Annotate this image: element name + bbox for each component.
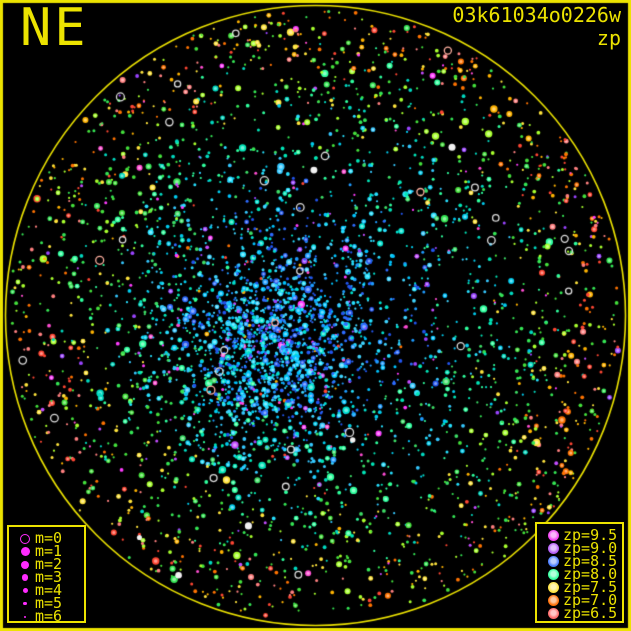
magnitude-open-circle-icon bbox=[20, 533, 30, 544]
m-legend-row: m=1 bbox=[15, 541, 78, 561]
m-legend-row: m=4 bbox=[15, 580, 78, 600]
magnitude-legend: m=0 m=1 m=2 m=3 m=4 m=5 m=6 bbox=[7, 525, 86, 626]
zp-symbol-cell bbox=[543, 595, 563, 606]
zp-legend-row: zp=9.5 bbox=[543, 525, 618, 545]
zp-color-dot-icon bbox=[547, 582, 559, 593]
magnitude-symbol-cell bbox=[15, 615, 35, 618]
zp-legend-row: zp=8.0 bbox=[543, 564, 618, 584]
m-legend-row: m=0 bbox=[15, 528, 78, 548]
magnitude-symbol-cell bbox=[15, 574, 35, 581]
zp-legend-label: zp=7.0 bbox=[563, 590, 618, 610]
zp-symbol-cell bbox=[543, 582, 563, 593]
zp-symbol-cell bbox=[543, 556, 563, 567]
magnitude-dot-icon bbox=[21, 560, 29, 569]
zp-color-dot-icon bbox=[547, 543, 559, 554]
plate-header: 03k61034o0226w zp bbox=[452, 4, 621, 50]
zero-point-legend: zp=9.5 zp=9.0 zp=8.5 zp=8.0 zp=7.5 zp=7.… bbox=[535, 522, 624, 623]
zp-legend-label: zp=8.0 bbox=[563, 564, 618, 584]
m-legend-row: m=2 bbox=[15, 554, 78, 574]
magnitude-symbol-cell bbox=[15, 547, 35, 556]
zp-symbol-cell bbox=[543, 530, 563, 541]
zp-color-dot-icon bbox=[547, 608, 559, 619]
zp-legend-label: zp=7.5 bbox=[563, 577, 618, 597]
magnitude-dot-icon bbox=[22, 588, 28, 593]
plate-id-label: 03k61034o0226w bbox=[452, 3, 621, 27]
zp-legend-label: zp=8.5 bbox=[563, 551, 618, 571]
m-legend-label: m=2 bbox=[35, 554, 63, 574]
m-legend-row: m=3 bbox=[15, 567, 78, 587]
zp-legend-label: zp=9.0 bbox=[563, 538, 618, 558]
magnitude-symbol-cell bbox=[15, 560, 35, 569]
magnitude-dot-icon bbox=[20, 547, 30, 556]
zp-legend-row: zp=7.5 bbox=[543, 577, 618, 597]
m-legend-row: m=5 bbox=[15, 593, 78, 613]
zp-legend-row: zp=7.0 bbox=[543, 590, 618, 610]
zp-legend-label: zp=6.5 bbox=[563, 603, 618, 623]
zp-legend-row: zp=9.0 bbox=[543, 538, 618, 558]
m-legend-label: m=1 bbox=[35, 541, 63, 561]
m-legend-label: m=4 bbox=[35, 580, 63, 600]
zp-color-dot-icon bbox=[547, 595, 559, 606]
zp-legend-row: zp=8.5 bbox=[543, 551, 618, 571]
m-legend-row: m=6 bbox=[15, 606, 78, 626]
magnitude-symbol-cell bbox=[15, 601, 35, 606]
zp-symbol-cell bbox=[543, 608, 563, 619]
magnitude-dot-icon bbox=[23, 601, 27, 606]
zp-legend-label: zp=9.5 bbox=[563, 525, 618, 545]
zp-symbol-cell bbox=[543, 569, 563, 580]
m-legend-label: m=0 bbox=[35, 528, 63, 548]
magnitude-symbol-cell bbox=[15, 588, 35, 593]
magnitude-symbol-cell bbox=[15, 533, 35, 544]
field-corner-label: NE bbox=[20, 0, 89, 58]
zp-color-dot-icon bbox=[547, 569, 559, 580]
magnitude-dot-icon bbox=[21, 574, 29, 581]
m-legend-label: m=3 bbox=[35, 567, 63, 587]
zp-symbol-cell bbox=[543, 543, 563, 554]
zp-color-dot-icon bbox=[547, 530, 559, 541]
magnitude-dot-icon bbox=[24, 615, 26, 618]
m-legend-label: m=6 bbox=[35, 606, 63, 626]
zp-color-dot-icon bbox=[547, 556, 559, 567]
quantity-label: zp bbox=[596, 26, 621, 50]
zp-legend-row: zp=6.5 bbox=[543, 603, 618, 623]
m-legend-label: m=5 bbox=[35, 593, 63, 613]
